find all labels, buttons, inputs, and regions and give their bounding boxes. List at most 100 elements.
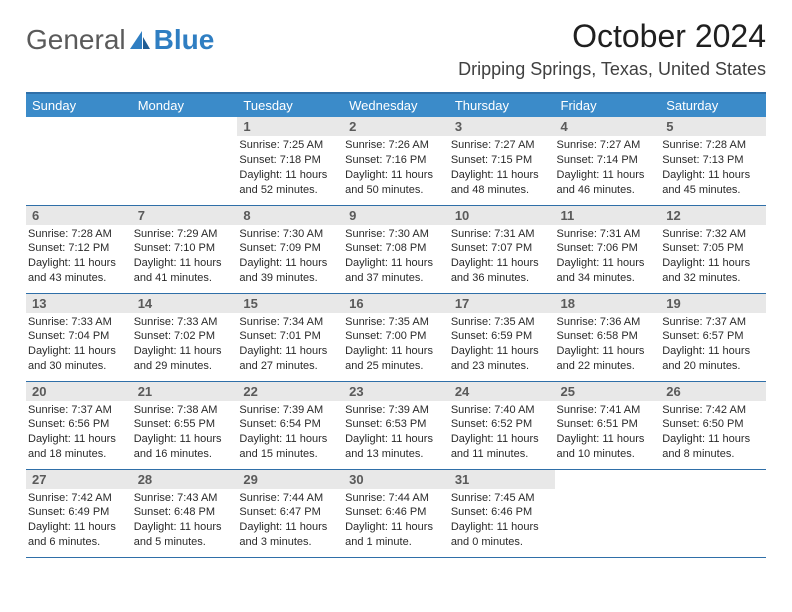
daylight-text: Daylight: 11 hours and 43 minutes. [28,256,128,286]
sunset-text: Sunset: 7:16 PM [345,153,445,168]
sunrise-text: Sunrise: 7:37 AM [662,315,762,330]
daylight-text: Daylight: 11 hours and 36 minutes. [451,256,551,286]
day-number: 30 [343,470,449,489]
day-details: Sunrise: 7:42 AMSunset: 6:49 PMDaylight:… [26,489,132,552]
day-number: 31 [449,470,555,489]
logo-sail-icon [128,29,152,51]
calendar-day-cell: 5Sunrise: 7:28 AMSunset: 7:13 PMDaylight… [660,117,766,205]
day-details: Sunrise: 7:42 AMSunset: 6:50 PMDaylight:… [660,401,766,464]
calendar-day-cell [132,117,238,205]
sunset-text: Sunset: 6:55 PM [134,417,234,432]
sunrise-text: Sunrise: 7:33 AM [28,315,128,330]
calendar-day-cell: 16Sunrise: 7:35 AMSunset: 7:00 PMDayligh… [343,293,449,381]
sunset-text: Sunset: 6:59 PM [451,329,551,344]
daylight-text: Daylight: 11 hours and 15 minutes. [239,432,339,462]
day-details: Sunrise: 7:36 AMSunset: 6:58 PMDaylight:… [555,313,661,376]
day-number: 6 [26,206,132,225]
sunset-text: Sunset: 7:05 PM [662,241,762,256]
sunrise-text: Sunrise: 7:42 AM [662,403,762,418]
sunset-text: Sunset: 6:56 PM [28,417,128,432]
day-details: Sunrise: 7:26 AMSunset: 7:16 PMDaylight:… [343,136,449,199]
calendar-day-cell: 19Sunrise: 7:37 AMSunset: 6:57 PMDayligh… [660,293,766,381]
daylight-text: Daylight: 11 hours and 29 minutes. [134,344,234,374]
dayname-header: Friday [555,93,661,117]
calendar-week-row: 20Sunrise: 7:37 AMSunset: 6:56 PMDayligh… [26,381,766,469]
sunset-text: Sunset: 7:06 PM [557,241,657,256]
sunrise-text: Sunrise: 7:38 AM [134,403,234,418]
calendar-day-cell: 14Sunrise: 7:33 AMSunset: 7:02 PMDayligh… [132,293,238,381]
sunrise-text: Sunrise: 7:28 AM [28,227,128,242]
day-number: 9 [343,206,449,225]
calendar-week-row: 6Sunrise: 7:28 AMSunset: 7:12 PMDaylight… [26,205,766,293]
day-details: Sunrise: 7:37 AMSunset: 6:56 PMDaylight:… [26,401,132,464]
daylight-text: Daylight: 11 hours and 32 minutes. [662,256,762,286]
day-details: Sunrise: 7:44 AMSunset: 6:46 PMDaylight:… [343,489,449,552]
daylight-text: Daylight: 11 hours and 0 minutes. [451,520,551,550]
calendar-day-cell: 6Sunrise: 7:28 AMSunset: 7:12 PMDaylight… [26,205,132,293]
sunset-text: Sunset: 7:13 PM [662,153,762,168]
sunset-text: Sunset: 6:49 PM [28,505,128,520]
day-details: Sunrise: 7:35 AMSunset: 7:00 PMDaylight:… [343,313,449,376]
day-number: 3 [449,117,555,136]
day-number: 24 [449,382,555,401]
sunrise-text: Sunrise: 7:30 AM [345,227,445,242]
calendar-day-cell: 28Sunrise: 7:43 AMSunset: 6:48 PMDayligh… [132,469,238,557]
calendar-day-cell: 2Sunrise: 7:26 AMSunset: 7:16 PMDaylight… [343,117,449,205]
title-block: October 2024 Dripping Springs, Texas, Un… [458,18,766,80]
day-details: Sunrise: 7:30 AMSunset: 7:09 PMDaylight:… [237,225,343,288]
sunset-text: Sunset: 7:12 PM [28,241,128,256]
sunrise-text: Sunrise: 7:31 AM [451,227,551,242]
month-title: October 2024 [458,18,766,55]
sunrise-text: Sunrise: 7:40 AM [451,403,551,418]
sunrise-text: Sunrise: 7:32 AM [662,227,762,242]
calendar-day-cell: 20Sunrise: 7:37 AMSunset: 6:56 PMDayligh… [26,381,132,469]
logo-part1: General [26,24,126,56]
calendar-day-cell: 11Sunrise: 7:31 AMSunset: 7:06 PMDayligh… [555,205,661,293]
sunrise-text: Sunrise: 7:35 AM [345,315,445,330]
sunset-text: Sunset: 7:00 PM [345,329,445,344]
calendar-day-cell: 8Sunrise: 7:30 AMSunset: 7:09 PMDaylight… [237,205,343,293]
calendar-week-row: 13Sunrise: 7:33 AMSunset: 7:04 PMDayligh… [26,293,766,381]
calendar-day-cell: 1Sunrise: 7:25 AMSunset: 7:18 PMDaylight… [237,117,343,205]
sunset-text: Sunset: 6:57 PM [662,329,762,344]
sunrise-text: Sunrise: 7:36 AM [557,315,657,330]
sunset-text: Sunset: 6:58 PM [557,329,657,344]
daylight-text: Daylight: 11 hours and 22 minutes. [557,344,657,374]
day-details: Sunrise: 7:31 AMSunset: 7:06 PMDaylight:… [555,225,661,288]
sunrise-text: Sunrise: 7:27 AM [557,138,657,153]
daylight-text: Daylight: 11 hours and 52 minutes. [239,168,339,198]
day-details: Sunrise: 7:27 AMSunset: 7:14 PMDaylight:… [555,136,661,199]
daylight-text: Daylight: 11 hours and 10 minutes. [557,432,657,462]
day-number: 12 [660,206,766,225]
sunrise-text: Sunrise: 7:25 AM [239,138,339,153]
calendar-day-cell: 31Sunrise: 7:45 AMSunset: 6:46 PMDayligh… [449,469,555,557]
day-details: Sunrise: 7:27 AMSunset: 7:15 PMDaylight:… [449,136,555,199]
daylight-text: Daylight: 11 hours and 46 minutes. [557,168,657,198]
calendar-day-cell [26,117,132,205]
day-details: Sunrise: 7:44 AMSunset: 6:47 PMDaylight:… [237,489,343,552]
sunrise-text: Sunrise: 7:30 AM [239,227,339,242]
sunset-text: Sunset: 7:09 PM [239,241,339,256]
day-number: 17 [449,294,555,313]
calendar-week-row: 1Sunrise: 7:25 AMSunset: 7:18 PMDaylight… [26,117,766,205]
day-details: Sunrise: 7:29 AMSunset: 7:10 PMDaylight:… [132,225,238,288]
sunset-text: Sunset: 7:02 PM [134,329,234,344]
day-details: Sunrise: 7:39 AMSunset: 6:53 PMDaylight:… [343,401,449,464]
day-number: 26 [660,382,766,401]
sunset-text: Sunset: 7:04 PM [28,329,128,344]
daylight-text: Daylight: 11 hours and 5 minutes. [134,520,234,550]
day-details: Sunrise: 7:31 AMSunset: 7:07 PMDaylight:… [449,225,555,288]
daylight-text: Daylight: 11 hours and 34 minutes. [557,256,657,286]
daylight-text: Daylight: 11 hours and 11 minutes. [451,432,551,462]
sunrise-text: Sunrise: 7:35 AM [451,315,551,330]
calendar-day-cell: 10Sunrise: 7:31 AMSunset: 7:07 PMDayligh… [449,205,555,293]
day-details: Sunrise: 7:28 AMSunset: 7:12 PMDaylight:… [26,225,132,288]
day-number: 2 [343,117,449,136]
daylight-text: Daylight: 11 hours and 3 minutes. [239,520,339,550]
day-details: Sunrise: 7:39 AMSunset: 6:54 PMDaylight:… [237,401,343,464]
day-number: 10 [449,206,555,225]
daylight-text: Daylight: 11 hours and 16 minutes. [134,432,234,462]
daylight-text: Daylight: 11 hours and 45 minutes. [662,168,762,198]
day-details: Sunrise: 7:25 AMSunset: 7:18 PMDaylight:… [237,136,343,199]
calendar-day-cell: 9Sunrise: 7:30 AMSunset: 7:08 PMDaylight… [343,205,449,293]
